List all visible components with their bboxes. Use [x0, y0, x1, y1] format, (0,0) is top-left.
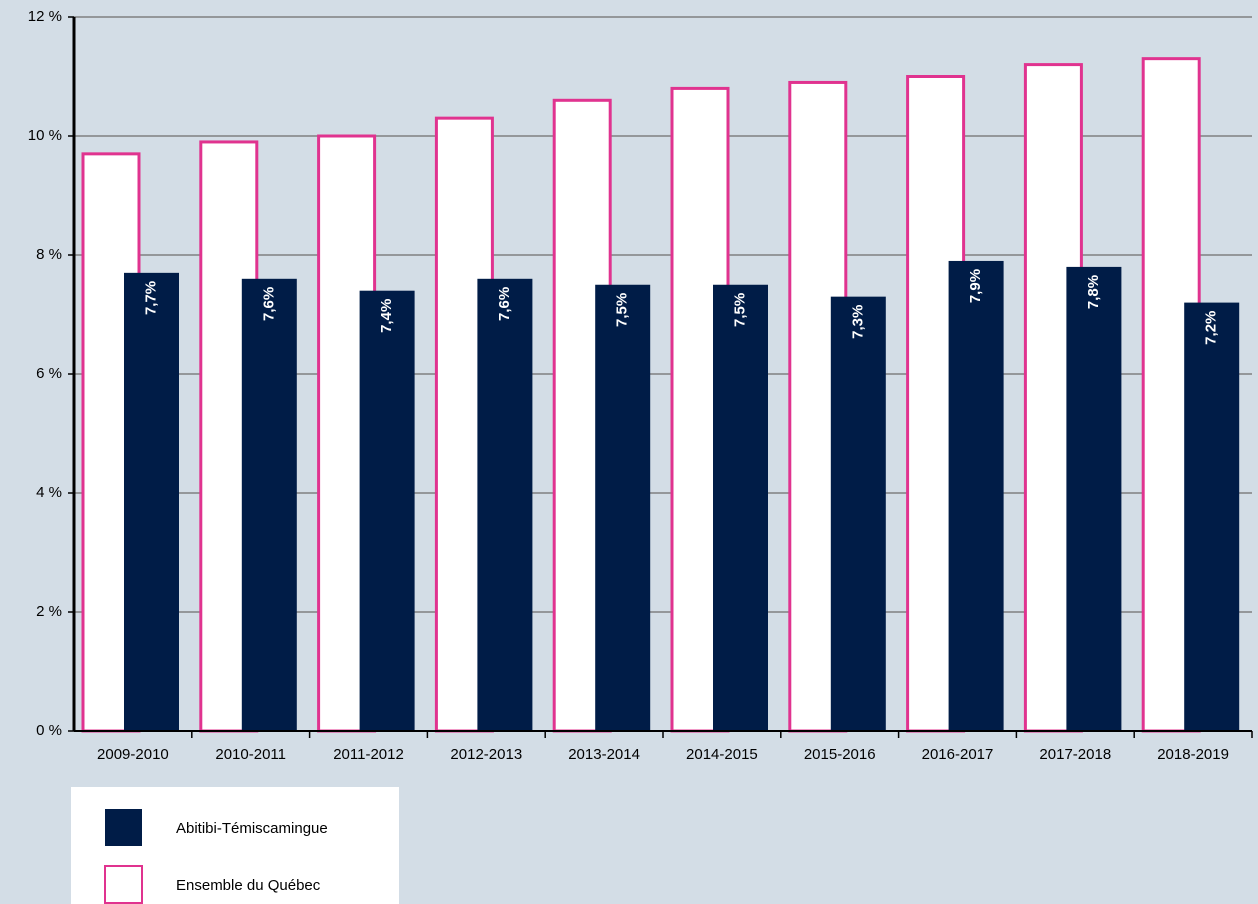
- bar: [713, 284, 768, 731]
- x-tick-label: 2009-2010: [97, 746, 169, 763]
- bar: [1066, 266, 1122, 731]
- value-label: 7,6%: [496, 287, 513, 321]
- value-label: 7,5%: [614, 293, 631, 327]
- value-label: 7,9%: [967, 269, 984, 303]
- legend-label: Ensemble du Québec: [176, 877, 321, 894]
- bar: [830, 296, 886, 731]
- value-label: 7,5%: [731, 293, 748, 327]
- bar: [241, 278, 297, 731]
- y-tick-label: 0 %: [36, 722, 62, 739]
- x-tick-label: 2018-2019: [1157, 746, 1229, 763]
- x-tick-label: 2015-2016: [804, 746, 876, 763]
- value-label: 7,4%: [378, 299, 395, 333]
- bar: [948, 260, 1004, 731]
- value-label: 7,8%: [1085, 275, 1102, 309]
- y-tick-label: 2 %: [36, 603, 62, 620]
- x-tick-label: 2010-2011: [215, 746, 286, 763]
- x-tick-label: 2016-2017: [922, 746, 994, 763]
- y-tick-label: 6 %: [36, 365, 62, 382]
- bar: [595, 284, 651, 731]
- bar: [124, 272, 179, 731]
- legend-swatch: [104, 865, 143, 904]
- y-tick-label: 8 %: [36, 246, 62, 263]
- bar: [359, 290, 415, 731]
- x-tick-label: 2014-2015: [686, 746, 758, 763]
- x-tick-label: 2017-2018: [1039, 746, 1111, 763]
- x-tick-label: 2011-2012: [333, 746, 404, 763]
- x-tick-label: 2013-2014: [568, 746, 640, 763]
- bar: [477, 278, 533, 731]
- y-tick-label: 10 %: [28, 127, 62, 144]
- value-label: 7,3%: [849, 305, 866, 339]
- value-label: 7,6%: [260, 287, 277, 321]
- value-label: 7,2%: [1203, 311, 1220, 345]
- value-label: 7,7%: [142, 281, 159, 315]
- y-tick-label: 12 %: [28, 8, 62, 25]
- legend-swatch: [105, 809, 142, 846]
- x-tick-label: 2012-2013: [450, 746, 522, 763]
- legend-label: Abitibi-Témiscamingue: [176, 820, 328, 837]
- bar: [1184, 302, 1240, 731]
- legend: Abitibi-Témiscamingue Ensemble du Québec: [71, 787, 399, 904]
- y-tick-label: 4 %: [36, 484, 62, 501]
